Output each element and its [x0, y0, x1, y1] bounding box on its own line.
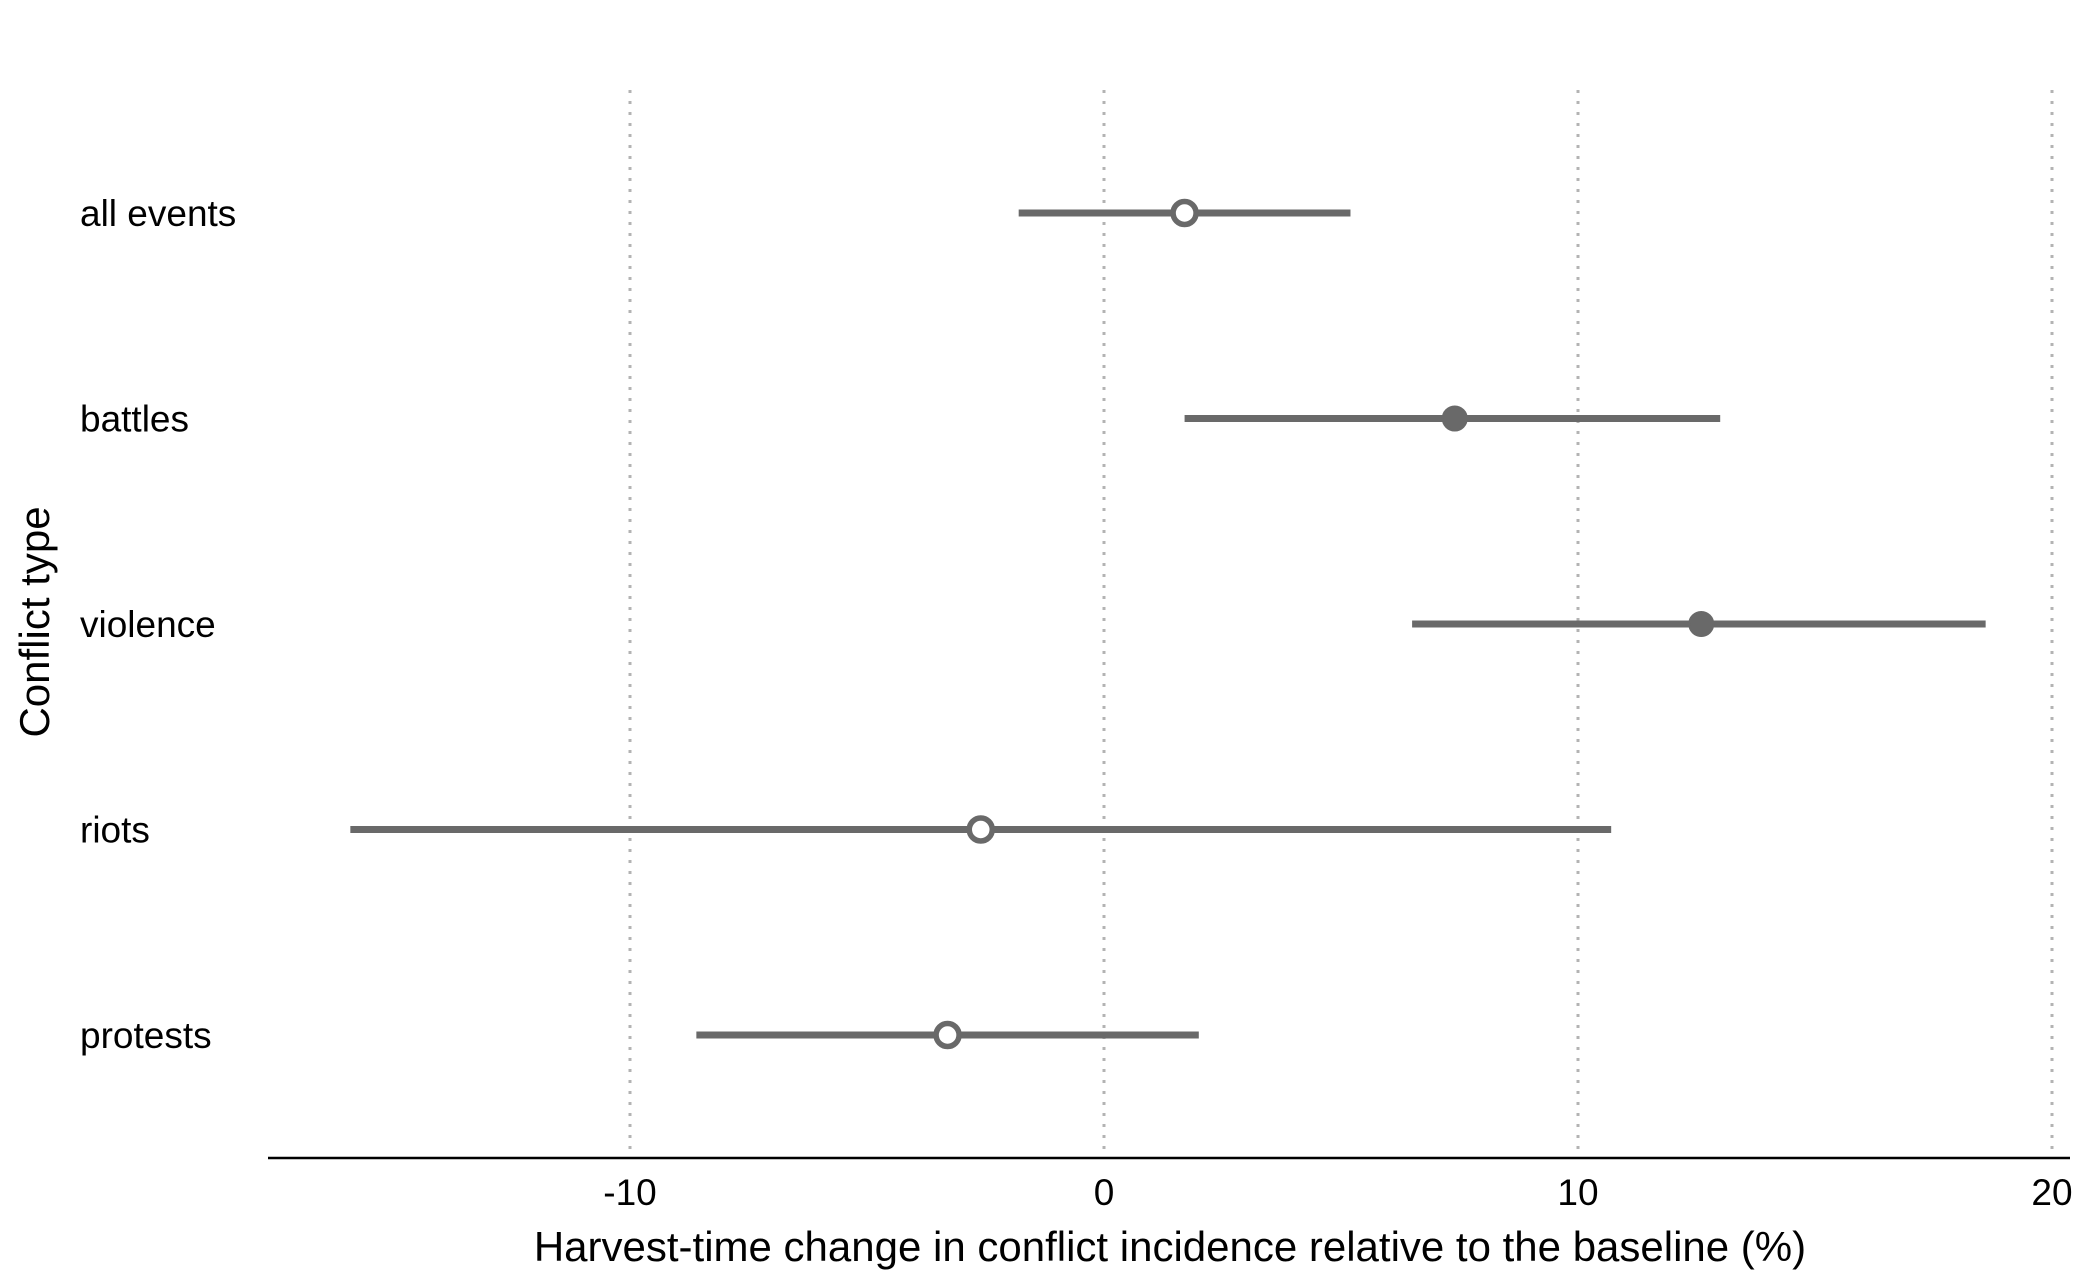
x-axis-title: Harvest-time change in conflict incidenc… — [534, 1223, 1806, 1270]
y-axis-title: Conflict type — [11, 506, 58, 737]
estimate-point-open — [933, 1020, 962, 1050]
gridlines — [628, 90, 2054, 1155]
x-tick-label: 10 — [1557, 1172, 1598, 1213]
category-label: all events — [80, 193, 236, 234]
x-tick-label: 20 — [2031, 1172, 2072, 1213]
estimate-point-filled — [1688, 611, 1715, 637]
category-label: battles — [80, 399, 189, 440]
x-axis-ticks: -10 0 10 20 — [603, 1172, 2072, 1213]
x-tick-label: -10 — [603, 1172, 656, 1213]
category-label: riots — [80, 810, 150, 851]
estimate-point-filled — [1441, 405, 1468, 432]
category-label: protests — [80, 1015, 212, 1056]
estimate-point-open — [1170, 198, 1199, 228]
x-tick-label: 0 — [1094, 1172, 1115, 1213]
category-label: violence — [80, 604, 216, 645]
estimates — [350, 198, 1986, 1050]
estimate-point-open — [966, 815, 996, 844]
category-labels: all events battles violence riots protests — [80, 193, 236, 1056]
